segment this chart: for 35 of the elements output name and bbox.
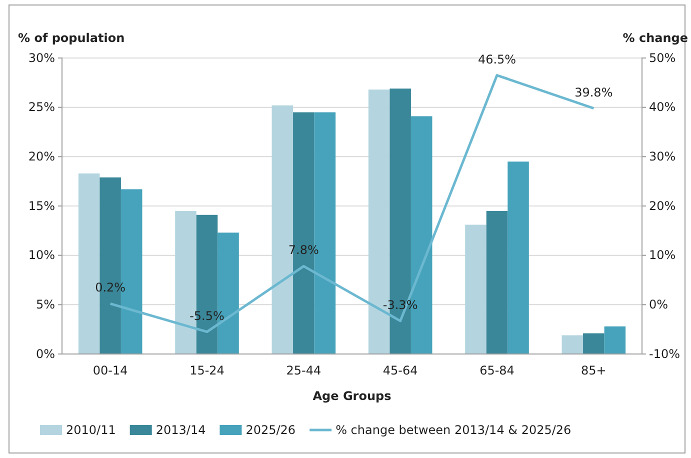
bar	[604, 326, 626, 354]
x-tick-label: 25-44	[286, 364, 322, 378]
y-tick-label: 20%	[28, 150, 55, 164]
y2-tick-label: 10%	[649, 248, 676, 262]
legend-label: 2010/11	[66, 423, 116, 437]
y2-tick-label: 0%	[649, 298, 668, 312]
bar	[583, 333, 604, 354]
bar	[465, 224, 486, 354]
y2-tick-label: -10%	[649, 346, 680, 361]
bar	[508, 162, 529, 354]
y-tick-label: 0%	[36, 346, 55, 361]
y-tick-label: 5%	[36, 298, 55, 312]
legend-label: 2025/26	[246, 423, 296, 437]
y2-tick-label: 40%	[649, 100, 676, 114]
x-tick-label: 65-84	[480, 364, 514, 378]
y-tick-label: 15%	[28, 198, 55, 213]
legend-label: % change between 2013/14 & 2025/26	[336, 423, 572, 437]
y-tick-label: 25%	[28, 100, 55, 114]
bar	[486, 210, 508, 354]
x-tick-label: 15-24	[190, 364, 224, 378]
x-tick-label: 00-14	[92, 364, 128, 378]
y-axis-title: % of population	[18, 31, 125, 45]
y2-tick-label: 30%	[649, 150, 676, 164]
bar	[562, 335, 584, 354]
data-label: 46.5%	[478, 52, 516, 66]
y2-tick-label: 50%	[649, 50, 676, 65]
x-tick-label: 45-64	[382, 364, 418, 378]
y-tick-label: 10%	[28, 248, 55, 262]
x-tick-label: 85+	[581, 364, 606, 378]
y2-axis-title: % change	[622, 31, 688, 45]
x-axis-title: Age Groups	[312, 389, 392, 403]
y2-tick-label: 20%	[649, 198, 676, 213]
legend-label: 2013/14	[156, 423, 206, 437]
data-label: 39.8%	[574, 85, 613, 100]
y-tick-label: 30%	[28, 50, 55, 65]
